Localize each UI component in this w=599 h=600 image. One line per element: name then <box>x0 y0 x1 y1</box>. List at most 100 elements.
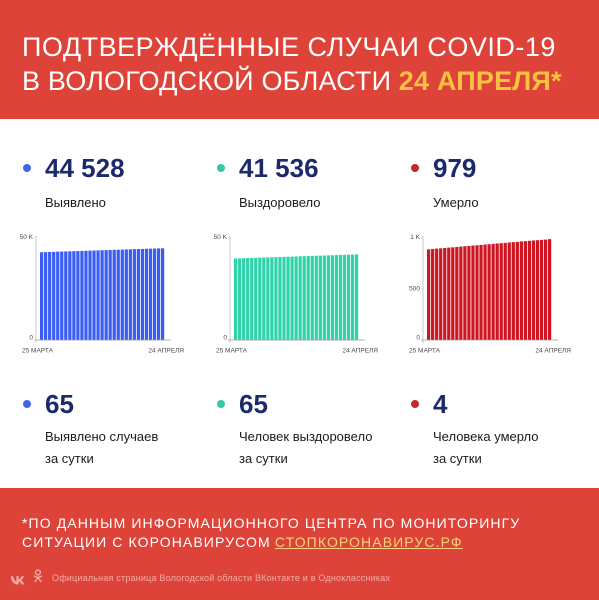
bar <box>439 248 443 340</box>
chart-recovered: 50 K 0 25 МАРТА 24 АПРЕЛЯ <box>214 234 379 355</box>
bar <box>80 250 84 340</box>
deaths-daily-dot-icon <box>411 400 419 408</box>
bar <box>108 249 112 340</box>
bar <box>447 247 451 340</box>
bar <box>246 258 250 340</box>
chart-deaths: 1 K 500 0 25 МАРТА 24 АПРЕЛЯ <box>409 234 571 355</box>
bar <box>310 255 314 340</box>
bar <box>250 257 254 340</box>
bar <box>68 251 72 340</box>
bar <box>286 256 290 340</box>
bar <box>334 255 339 340</box>
bar <box>156 248 161 340</box>
bar <box>326 255 330 340</box>
deaths-dot-icon <box>411 164 419 172</box>
detected-daily-label-line1: Выявлено случаев <box>45 429 159 444</box>
stat-deaths-daily: 4 Человека умерло за сутки <box>411 386 583 470</box>
detected-total-label: Выявлено <box>45 195 106 210</box>
bar <box>431 249 435 340</box>
x-tick-label: 25 МАРТА <box>409 348 441 355</box>
detected-total-value: 44 528 <box>45 153 125 183</box>
bar <box>274 257 278 340</box>
deaths-total-label: Умерло <box>433 195 479 210</box>
bar <box>242 258 246 340</box>
y-tick-label: 0 <box>223 335 227 342</box>
bar <box>60 251 64 340</box>
ok-icon[interactable] <box>33 569 43 588</box>
bar <box>306 256 310 340</box>
footnote-link[interactable]: СТОПКОРОНАВИРУС.РФ <box>274 534 463 550</box>
bar <box>282 256 286 340</box>
bar <box>52 251 56 340</box>
page-title-line1: ПОДТВЕРЖДЁННЫЕ СЛУЧАИ COVID-19 <box>22 32 556 62</box>
bar <box>435 248 439 340</box>
bar <box>459 246 463 340</box>
deaths-daily-label: Человека умерло за сутки <box>433 426 539 470</box>
bar <box>519 241 523 340</box>
bar <box>104 250 108 340</box>
header-banner: ПОДТВЕРЖДЁННЫЕ СЛУЧАИ COVID-19 В ВОЛОГОД… <box>0 0 599 119</box>
deaths-daily-value: 4 <box>433 389 448 419</box>
vk-icon[interactable] <box>10 572 25 590</box>
footer-banner <box>0 488 599 600</box>
deaths-total-value: 979 <box>433 153 477 183</box>
bar <box>515 241 519 340</box>
bar <box>120 249 124 340</box>
stat-detected-daily: 65 Выявлено случаев за сутки <box>23 386 195 470</box>
deaths-daily-label-line2: за сутки <box>433 451 482 466</box>
bar <box>92 250 96 340</box>
bar <box>254 257 258 340</box>
x-tick-label: 24 АПРЕЛЯ <box>148 348 184 355</box>
bar <box>338 254 343 340</box>
bar <box>266 257 270 340</box>
footer-text: Официальная страница Вологодской области… <box>52 573 391 583</box>
detected-daily-value: 65 <box>45 389 74 419</box>
bar <box>140 248 145 340</box>
bar <box>234 258 238 340</box>
x-tick-label: 25 МАРТА <box>22 348 54 355</box>
bar <box>543 239 548 340</box>
bar <box>278 256 282 340</box>
page-title-line2: В ВОЛОГОДСКОЙ ОБЛАСТИ 24 АПРЕЛЯ* <box>22 64 562 98</box>
bar <box>487 244 491 340</box>
bar <box>262 257 266 340</box>
bar <box>314 255 318 340</box>
y-tick-label: 50 K <box>214 234 228 241</box>
bar <box>124 249 128 340</box>
stat-detected-total: 44 528 Выявлено <box>23 150 195 234</box>
chart-detected: 50 K 0 25 МАРТА 24 АПРЕЛЯ <box>20 234 185 355</box>
bar <box>443 248 447 340</box>
y-tick-label: 50 K <box>20 234 34 241</box>
bar <box>152 248 157 340</box>
recovered-dot-icon <box>217 164 225 172</box>
stat-recovered-daily: 65 Человек выздоровело за сутки <box>217 386 389 470</box>
bar <box>48 251 52 340</box>
bar <box>56 251 60 340</box>
bar <box>40 252 44 340</box>
page-title-date: 24 АПРЕЛЯ* <box>398 66 562 96</box>
bar <box>88 250 92 340</box>
bar <box>160 248 165 340</box>
bar <box>294 256 298 340</box>
bar <box>342 254 347 340</box>
bar <box>258 257 262 340</box>
recovered-daily-value: 65 <box>239 389 268 419</box>
bar <box>238 258 242 340</box>
bar <box>96 250 100 340</box>
bar <box>44 252 48 340</box>
x-tick-label: 24 АПРЕЛЯ <box>342 348 378 355</box>
stat-deaths-total: 979 Умерло <box>411 150 583 234</box>
recovered-total-label: Выздоровело <box>239 195 321 210</box>
detected-daily-label: Выявлено случаев за сутки <box>45 426 158 470</box>
footnote-line2-text: СИТУАЦИИ С КОРОНАВИРУСОМ <box>22 534 271 550</box>
deaths-daily-label-line1: Человека умерло <box>433 429 539 444</box>
bar <box>290 256 294 340</box>
bar <box>148 248 153 340</box>
bar <box>511 242 515 340</box>
y-tick-label: 1 K <box>410 234 420 241</box>
recovered-total-value: 41 536 <box>239 153 319 183</box>
bar <box>322 255 326 340</box>
bar <box>330 255 334 340</box>
x-tick-label: 25 МАРТА <box>216 348 248 355</box>
bar <box>112 249 116 340</box>
